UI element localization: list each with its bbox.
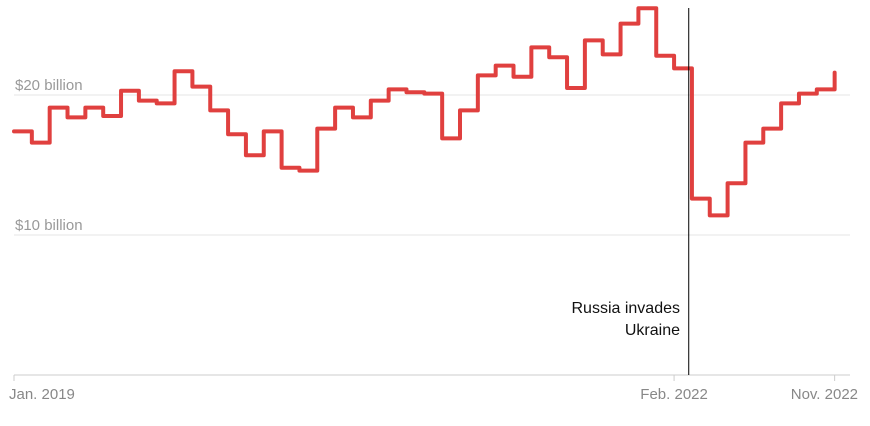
- y-tick-label: $10 billion: [15, 217, 83, 234]
- x-tick-label: Feb. 2022: [640, 386, 708, 403]
- x-tick-label: Jan. 2019: [9, 386, 75, 403]
- annotation-label-line-1: Russia invades: [572, 300, 681, 317]
- series-line: [12, 6, 837, 218]
- y-tick-label: $20 billion: [15, 77, 83, 94]
- annotation-label-line-2: Ukraine: [625, 322, 680, 339]
- x-tick-label: Nov. 2022: [791, 386, 858, 403]
